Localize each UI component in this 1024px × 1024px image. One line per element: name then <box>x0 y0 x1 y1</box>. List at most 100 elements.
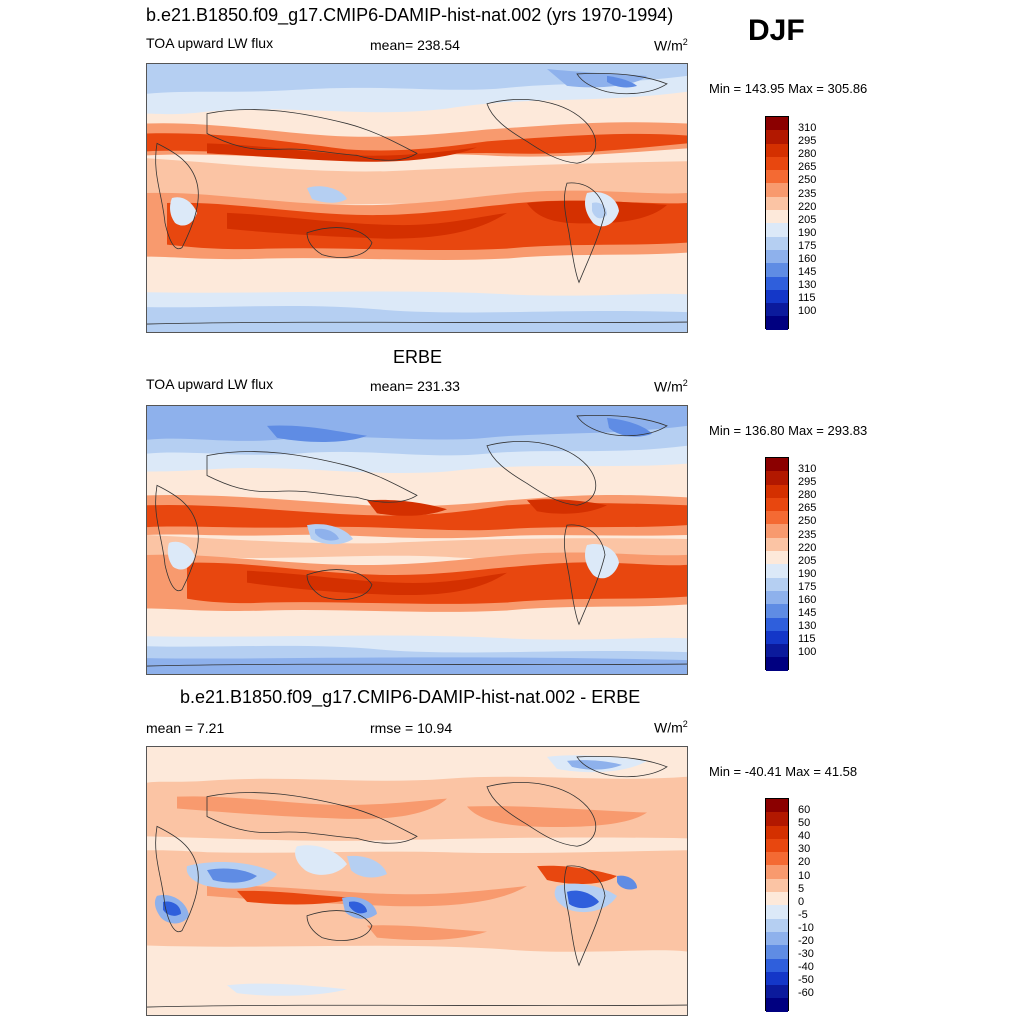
colorbar-tick: 175 <box>798 580 817 593</box>
colorbar-tick: 280 <box>798 148 817 161</box>
colorbar-tick: 280 <box>798 489 817 502</box>
colorbar-tick: -30 <box>798 948 814 961</box>
season-label: DJF <box>748 14 805 47</box>
colorbar-swatch <box>766 210 788 224</box>
colorbar-swatch <box>766 564 788 578</box>
panel1-colorbar <box>765 116 789 330</box>
colorbar-tick: -40 <box>798 961 814 974</box>
panel1-map <box>146 63 688 333</box>
panel2-colorbar <box>765 457 789 671</box>
colorbar-tick: 295 <box>798 476 817 489</box>
panel1-minmax: Min = 143.95 Max = 305.86 <box>709 81 868 96</box>
colorbar-tick: 265 <box>798 161 817 174</box>
colorbar-tick: -60 <box>798 987 814 1000</box>
colorbar-swatch <box>766 865 788 879</box>
colorbar-tick: -20 <box>798 935 814 947</box>
colorbar-tick: 160 <box>798 253 817 265</box>
colorbar-tick: -5 <box>798 908 808 921</box>
panel3-colorbar <box>765 798 789 1012</box>
panel1-map-svg <box>147 64 687 332</box>
colorbar-tick: 30 <box>798 843 811 856</box>
colorbar-tick: 5 <box>798 882 805 895</box>
colorbar-tick: 250 <box>798 174 817 187</box>
colorbar-swatch <box>766 276 788 290</box>
colorbar-tick: 235 <box>798 528 817 541</box>
colorbar-swatch <box>766 249 788 264</box>
panel3-rmse-label: rmse = 10.94 <box>370 720 453 736</box>
colorbar-swatch <box>766 590 788 605</box>
colorbar-tick: 0 <box>798 895 805 908</box>
panel2-title: ERBE <box>393 347 443 367</box>
colorbar-swatch <box>766 577 788 591</box>
colorbar-swatch <box>766 130 788 144</box>
panel3-mean-label: mean = 7.21 <box>146 720 225 736</box>
colorbar-swatch <box>766 156 788 171</box>
colorbar-swatch <box>766 905 788 919</box>
colorbar-swatch <box>766 196 788 211</box>
panel3-title: b.e21.B1850.f09_g17.CMIP6-DAMIP-hist-nat… <box>180 687 641 707</box>
colorbar-swatch <box>766 931 788 946</box>
colorbar-tick: 145 <box>798 266 817 279</box>
colorbar-tick: 100 <box>798 646 817 659</box>
colorbar-tick: 130 <box>798 279 817 292</box>
colorbar-swatch <box>766 604 788 618</box>
colorbar-tick: 235 <box>798 187 817 200</box>
colorbar-swatch <box>766 303 788 317</box>
colorbar-swatch <box>766 170 788 184</box>
panel3-map-svg <box>147 747 687 1015</box>
colorbar-tick: 60 <box>798 804 811 816</box>
panel2-variable-label: TOA upward LW flux <box>146 376 274 392</box>
colorbar-swatch <box>766 617 788 631</box>
colorbar-swatch <box>766 799 788 813</box>
colorbar-swatch <box>766 484 788 498</box>
colorbar-swatch <box>766 143 788 157</box>
colorbar-tick: 160 <box>798 594 817 606</box>
colorbar-tick: 50 <box>798 817 811 830</box>
colorbar-tick: 10 <box>798 869 811 882</box>
colorbar-swatch <box>766 958 788 972</box>
panel1-units: W/m2 <box>654 37 688 54</box>
colorbar-tick: 115 <box>798 633 816 646</box>
colorbar-swatch <box>766 630 788 645</box>
colorbar-swatch <box>766 657 788 671</box>
colorbar-tick: -10 <box>798 921 814 934</box>
colorbar-tick: 220 <box>798 541 817 554</box>
colorbar-swatch <box>766 263 788 277</box>
colorbar-tick: 20 <box>798 856 811 869</box>
colorbar-tick: 310 <box>798 463 817 475</box>
colorbar-swatch <box>766 985 788 999</box>
colorbar-swatch <box>766 289 788 304</box>
colorbar-swatch <box>766 852 788 866</box>
colorbar-tick: 130 <box>798 620 817 633</box>
colorbar-tick: 145 <box>798 607 817 620</box>
panel3-minmax: Min = -40.41 Max = 41.58 <box>709 764 858 779</box>
colorbar-tick: 205 <box>798 213 817 226</box>
panel1-mean-label: mean= 238.54 <box>370 37 460 53</box>
colorbar-swatch <box>766 524 788 538</box>
colorbar-swatch <box>766 117 788 131</box>
colorbar-tick: 250 <box>798 515 817 528</box>
colorbar-swatch <box>766 998 788 1012</box>
colorbar-swatch <box>766 316 788 330</box>
colorbar-swatch <box>766 458 788 472</box>
colorbar-swatch <box>766 183 788 197</box>
colorbar-swatch <box>766 471 788 485</box>
colorbar-swatch <box>766 644 788 658</box>
panel2-minmax: Min = 136.80 Max = 293.83 <box>709 423 868 438</box>
colorbar-swatch <box>766 838 788 853</box>
colorbar-tick: 190 <box>798 567 817 580</box>
colorbar-tick: 175 <box>798 239 817 252</box>
colorbar-swatch <box>766 551 788 565</box>
colorbar-swatch <box>766 511 788 525</box>
colorbar-swatch <box>766 223 788 237</box>
colorbar-tick: 100 <box>798 305 817 318</box>
colorbar-swatch <box>766 945 788 959</box>
colorbar-swatch <box>766 537 788 552</box>
panel3-map <box>146 746 688 1016</box>
colorbar-tick: 220 <box>798 200 817 213</box>
colorbar-swatch <box>766 971 788 986</box>
colorbar-tick: 115 <box>798 292 816 305</box>
panel3-units: W/m2 <box>654 719 688 736</box>
panel2-mean-label: mean= 231.33 <box>370 378 460 394</box>
panel1-variable-label: TOA upward LW flux <box>146 35 274 51</box>
